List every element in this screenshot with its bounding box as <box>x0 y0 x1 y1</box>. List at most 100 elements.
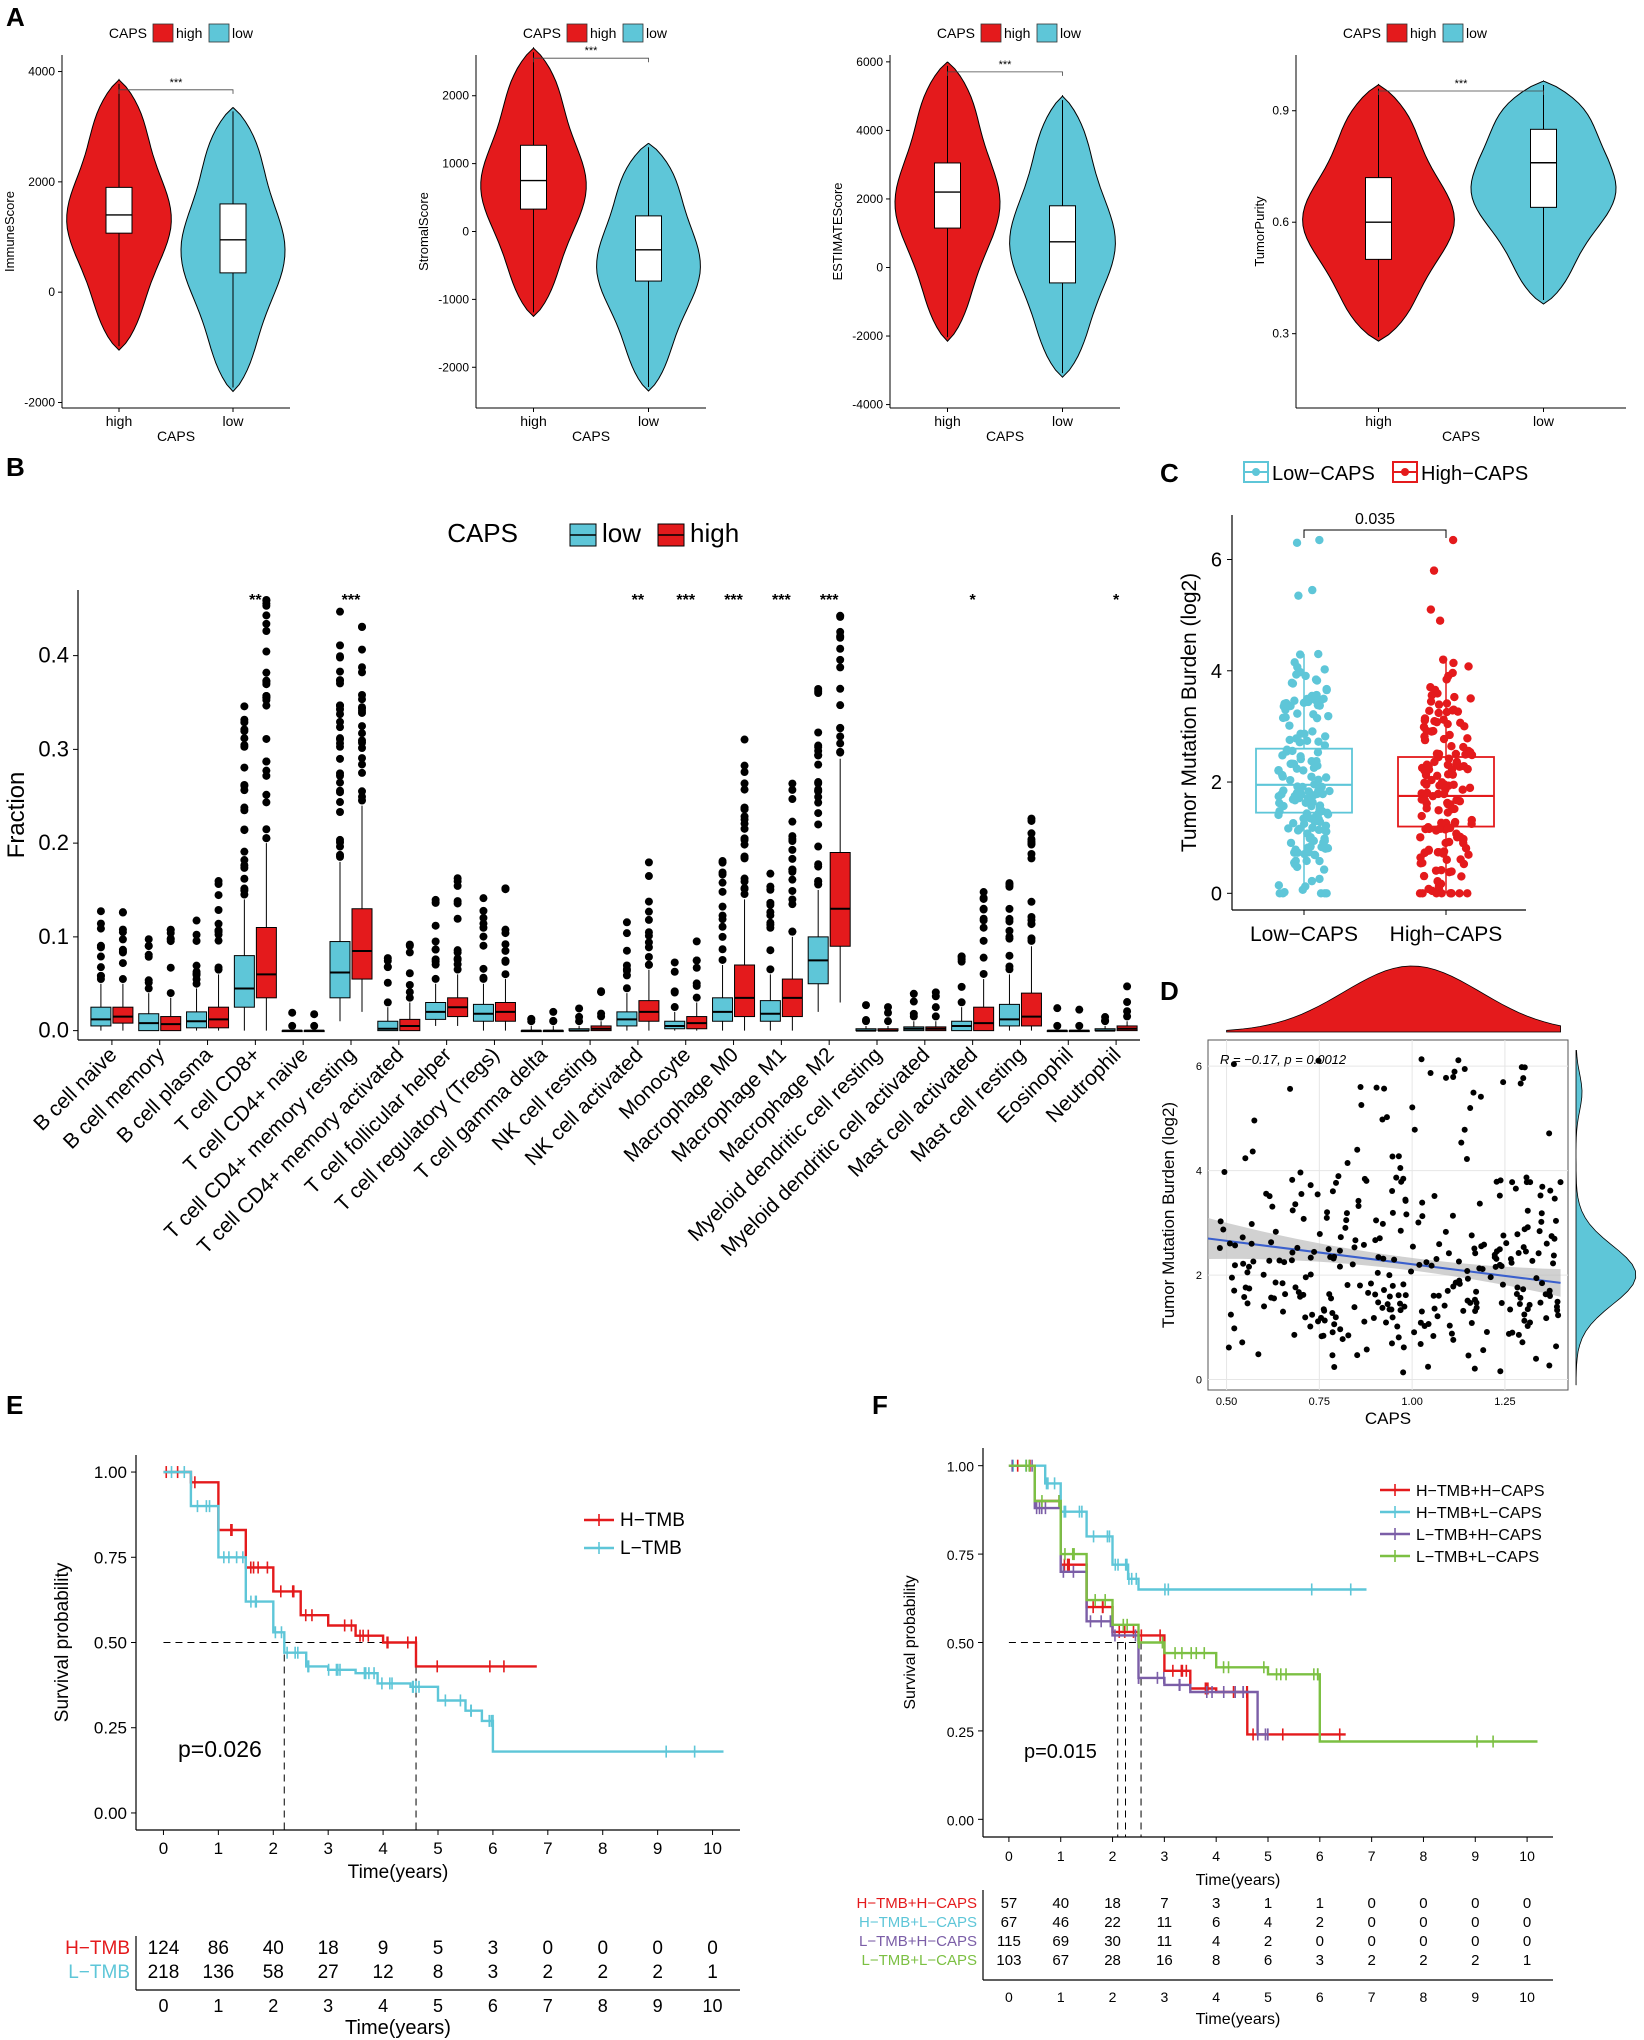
y-tick-label: 0.0 <box>38 1018 69 1043</box>
risk-table-value: 2 <box>652 1962 663 1983</box>
data-point <box>1322 808 1332 818</box>
outlier-point <box>1005 962 1014 971</box>
data-point <box>1331 1321 1338 1328</box>
box-high <box>734 964 756 1018</box>
outlier-point <box>740 819 749 828</box>
data-point <box>1302 856 1311 866</box>
data-point <box>1493 1178 1500 1185</box>
data-point <box>1517 1080 1524 1087</box>
box-high <box>829 852 851 947</box>
data-point <box>1422 726 1431 736</box>
outlier-point <box>336 778 344 787</box>
risk-table-x-title: Time(years) <box>345 2017 451 2039</box>
outlier-point <box>1448 535 1458 545</box>
outlier-point <box>788 875 797 884</box>
data-point <box>1420 795 1429 805</box>
data-point <box>1493 1255 1500 1262</box>
outlier-point <box>1294 591 1303 600</box>
data-point <box>1554 1298 1561 1305</box>
data-point <box>1477 1093 1484 1100</box>
outlier-point <box>240 780 249 789</box>
outlier-point <box>931 988 940 997</box>
outlier-point <box>479 923 488 932</box>
outlier-point <box>96 971 105 980</box>
y-tick-label: 0.25 <box>947 1724 974 1740</box>
outlier-point <box>262 790 271 799</box>
box-low <box>377 1020 399 1032</box>
data-point <box>1423 1259 1430 1266</box>
outlier-point <box>884 1017 892 1026</box>
data-point <box>1450 1073 1457 1080</box>
data-point <box>1461 750 1470 759</box>
outlier-point <box>166 963 175 972</box>
data-point <box>1442 855 1451 864</box>
data-point <box>1303 697 1313 707</box>
data-point <box>1318 1314 1325 1321</box>
outlier-point <box>240 702 249 711</box>
data-point <box>1435 1292 1442 1299</box>
risk-table-value: 115 <box>997 1933 1021 1950</box>
data-point <box>1337 1234 1344 1241</box>
y-tick-label: -2000 <box>438 360 469 374</box>
outlier-point <box>931 1003 940 1012</box>
outlier-point <box>336 739 344 748</box>
data-point <box>1466 694 1475 703</box>
data-point <box>1415 1219 1422 1226</box>
data-point <box>1420 714 1430 723</box>
legend-swatch-high <box>566 23 588 43</box>
data-point <box>1285 721 1294 730</box>
x-density-curve <box>1226 965 1562 1033</box>
data-point <box>1400 1344 1407 1351</box>
data-point <box>1352 1237 1359 1244</box>
y-tick-label: 2 <box>1196 1270 1202 1282</box>
outlier-point <box>336 798 344 807</box>
outlier-point <box>336 652 344 661</box>
x-tick-label: 8 <box>1420 1848 1428 1864</box>
data-point <box>1408 1268 1415 1275</box>
outlier-point <box>431 937 440 946</box>
data-point <box>1336 1263 1343 1270</box>
data-point <box>1289 1207 1296 1214</box>
data-point <box>1446 1322 1453 1329</box>
outlier-point <box>622 961 631 970</box>
data-point <box>1329 1352 1336 1359</box>
outlier-point <box>358 622 366 631</box>
data-point <box>1363 1177 1370 1184</box>
risk-table-value: 0 <box>597 1938 608 1959</box>
data-point <box>1320 665 1329 674</box>
data-point <box>1300 849 1309 859</box>
box-low <box>712 997 734 1022</box>
data-point <box>1355 1197 1362 1204</box>
x-tick-label: 5 <box>1264 1848 1272 1864</box>
data-point <box>1447 741 1456 751</box>
data-point <box>1302 1274 1309 1281</box>
outlier-point <box>1027 934 1036 943</box>
data-point <box>1299 766 1308 775</box>
data-point <box>1227 1311 1234 1318</box>
significance-label: *** <box>342 592 361 609</box>
data-point <box>1313 748 1323 757</box>
data-point <box>1300 1291 1307 1298</box>
outlier-point <box>118 935 127 944</box>
y-axis-title: ImmuneScore <box>2 191 17 272</box>
risk-table-x-tick-label: 5 <box>1264 1989 1272 2005</box>
outlier-point <box>718 932 727 941</box>
data-point <box>1343 1210 1350 1217</box>
data-point <box>1419 871 1429 881</box>
panel-letter-b: B <box>6 452 25 482</box>
box-low <box>329 941 351 999</box>
data-point <box>1292 1201 1299 1208</box>
data-point <box>1389 1282 1396 1289</box>
outlier-point <box>453 899 462 908</box>
data-point <box>1471 1296 1478 1303</box>
x-tick-label: High−CAPS <box>1390 923 1503 946</box>
box-high <box>255 927 277 999</box>
risk-table-value: 9 <box>378 1938 389 1959</box>
data-point <box>1395 1153 1402 1160</box>
data-point <box>1279 702 1289 711</box>
data-point <box>1330 1255 1337 1262</box>
data-point <box>1339 1336 1346 1343</box>
outlier-point <box>192 916 201 925</box>
outlier-point <box>670 958 679 967</box>
legend-label: Low−CAPS <box>1272 463 1375 485</box>
